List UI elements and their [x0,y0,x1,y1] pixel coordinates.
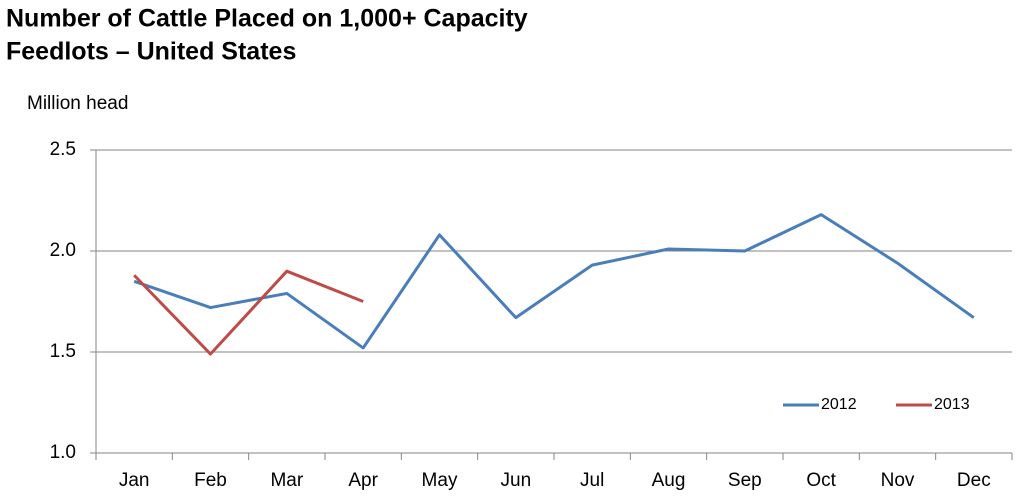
x-tick-label: May [422,470,458,491]
line-series [133,269,364,356]
x-tick-label: Aug [652,470,686,491]
line-series [133,213,975,350]
x-tick-label: Feb [194,470,227,491]
legend-label: 2013 [934,396,970,413]
y-tick-label: 1.0 [50,442,76,463]
x-tick-label: Apr [348,470,378,491]
x-tick-label: Dec [957,470,991,491]
chart-title: Number of Cattle Placed on 1,000+ Capaci… [6,5,528,33]
y-tick-label: 2.0 [50,240,76,261]
y-tick-label: 2.5 [50,139,76,160]
x-tick-label: Sep [728,470,762,491]
x-tick-label: Mar [270,470,303,491]
y-tick-label: 1.5 [50,341,76,362]
legend-label: 2012 [821,396,857,413]
y-axis-label: Million head [27,93,128,114]
chart-title: Feedlots – United States [6,38,296,66]
x-tick-label: Jun [501,470,532,491]
x-tick-label: Nov [881,470,915,491]
x-tick-label: Jan [119,470,150,491]
x-tick-label: Oct [806,470,836,491]
x-tick-label: Jul [580,470,604,491]
